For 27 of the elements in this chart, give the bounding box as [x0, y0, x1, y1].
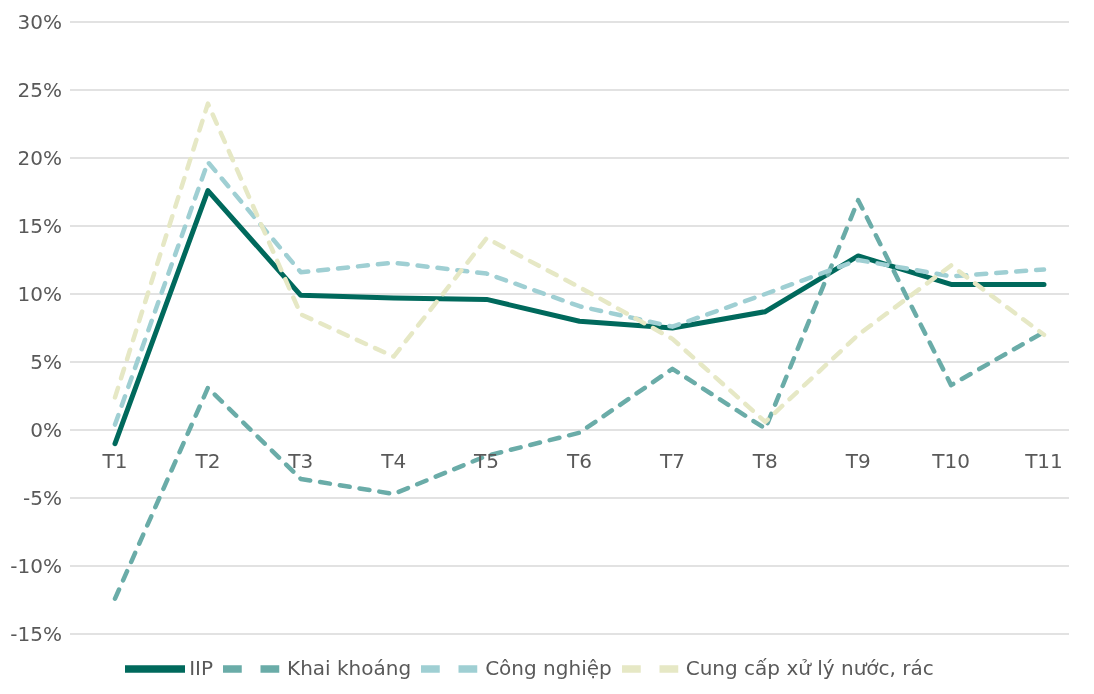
x-tick-label: T11 [1024, 449, 1063, 473]
y-tick-label: 10% [17, 282, 62, 307]
x-tick-label: T6 [566, 449, 592, 473]
line-series [112, 101, 1047, 425]
x-tick-label: T1 [101, 449, 128, 473]
y-tick-label: 15% [17, 214, 62, 239]
x-tick-label: T9 [844, 449, 871, 473]
x-tick-label: T8 [751, 449, 778, 473]
legend-label: Công nghiệp [485, 655, 612, 680]
y-tick-label: -10% [10, 554, 62, 579]
y-tick-label: 5% [30, 350, 62, 375]
x-tick-label: T7 [658, 449, 685, 473]
x-tick-label: T4 [380, 449, 407, 473]
legend-label: Khai khoáng [287, 655, 412, 680]
legend-label: IIP [189, 655, 214, 680]
y-tick-label: 25% [17, 78, 62, 103]
line-series [112, 159, 1047, 427]
legend-label: Cung cấp xử lý nước, rác [685, 655, 934, 680]
y-tick-label: 30% [17, 10, 62, 35]
x-tick-label: T10 [931, 449, 970, 473]
y-tick-label: 0% [30, 418, 62, 443]
x-tick-label: T2 [194, 449, 221, 473]
x-tick-label: T5 [473, 449, 500, 473]
y-tick-label: -15% [10, 622, 62, 647]
x-tick-label: T3 [287, 449, 314, 473]
y-tick-label: -5% [23, 486, 62, 511]
y-tick-label: 20% [17, 146, 62, 171]
